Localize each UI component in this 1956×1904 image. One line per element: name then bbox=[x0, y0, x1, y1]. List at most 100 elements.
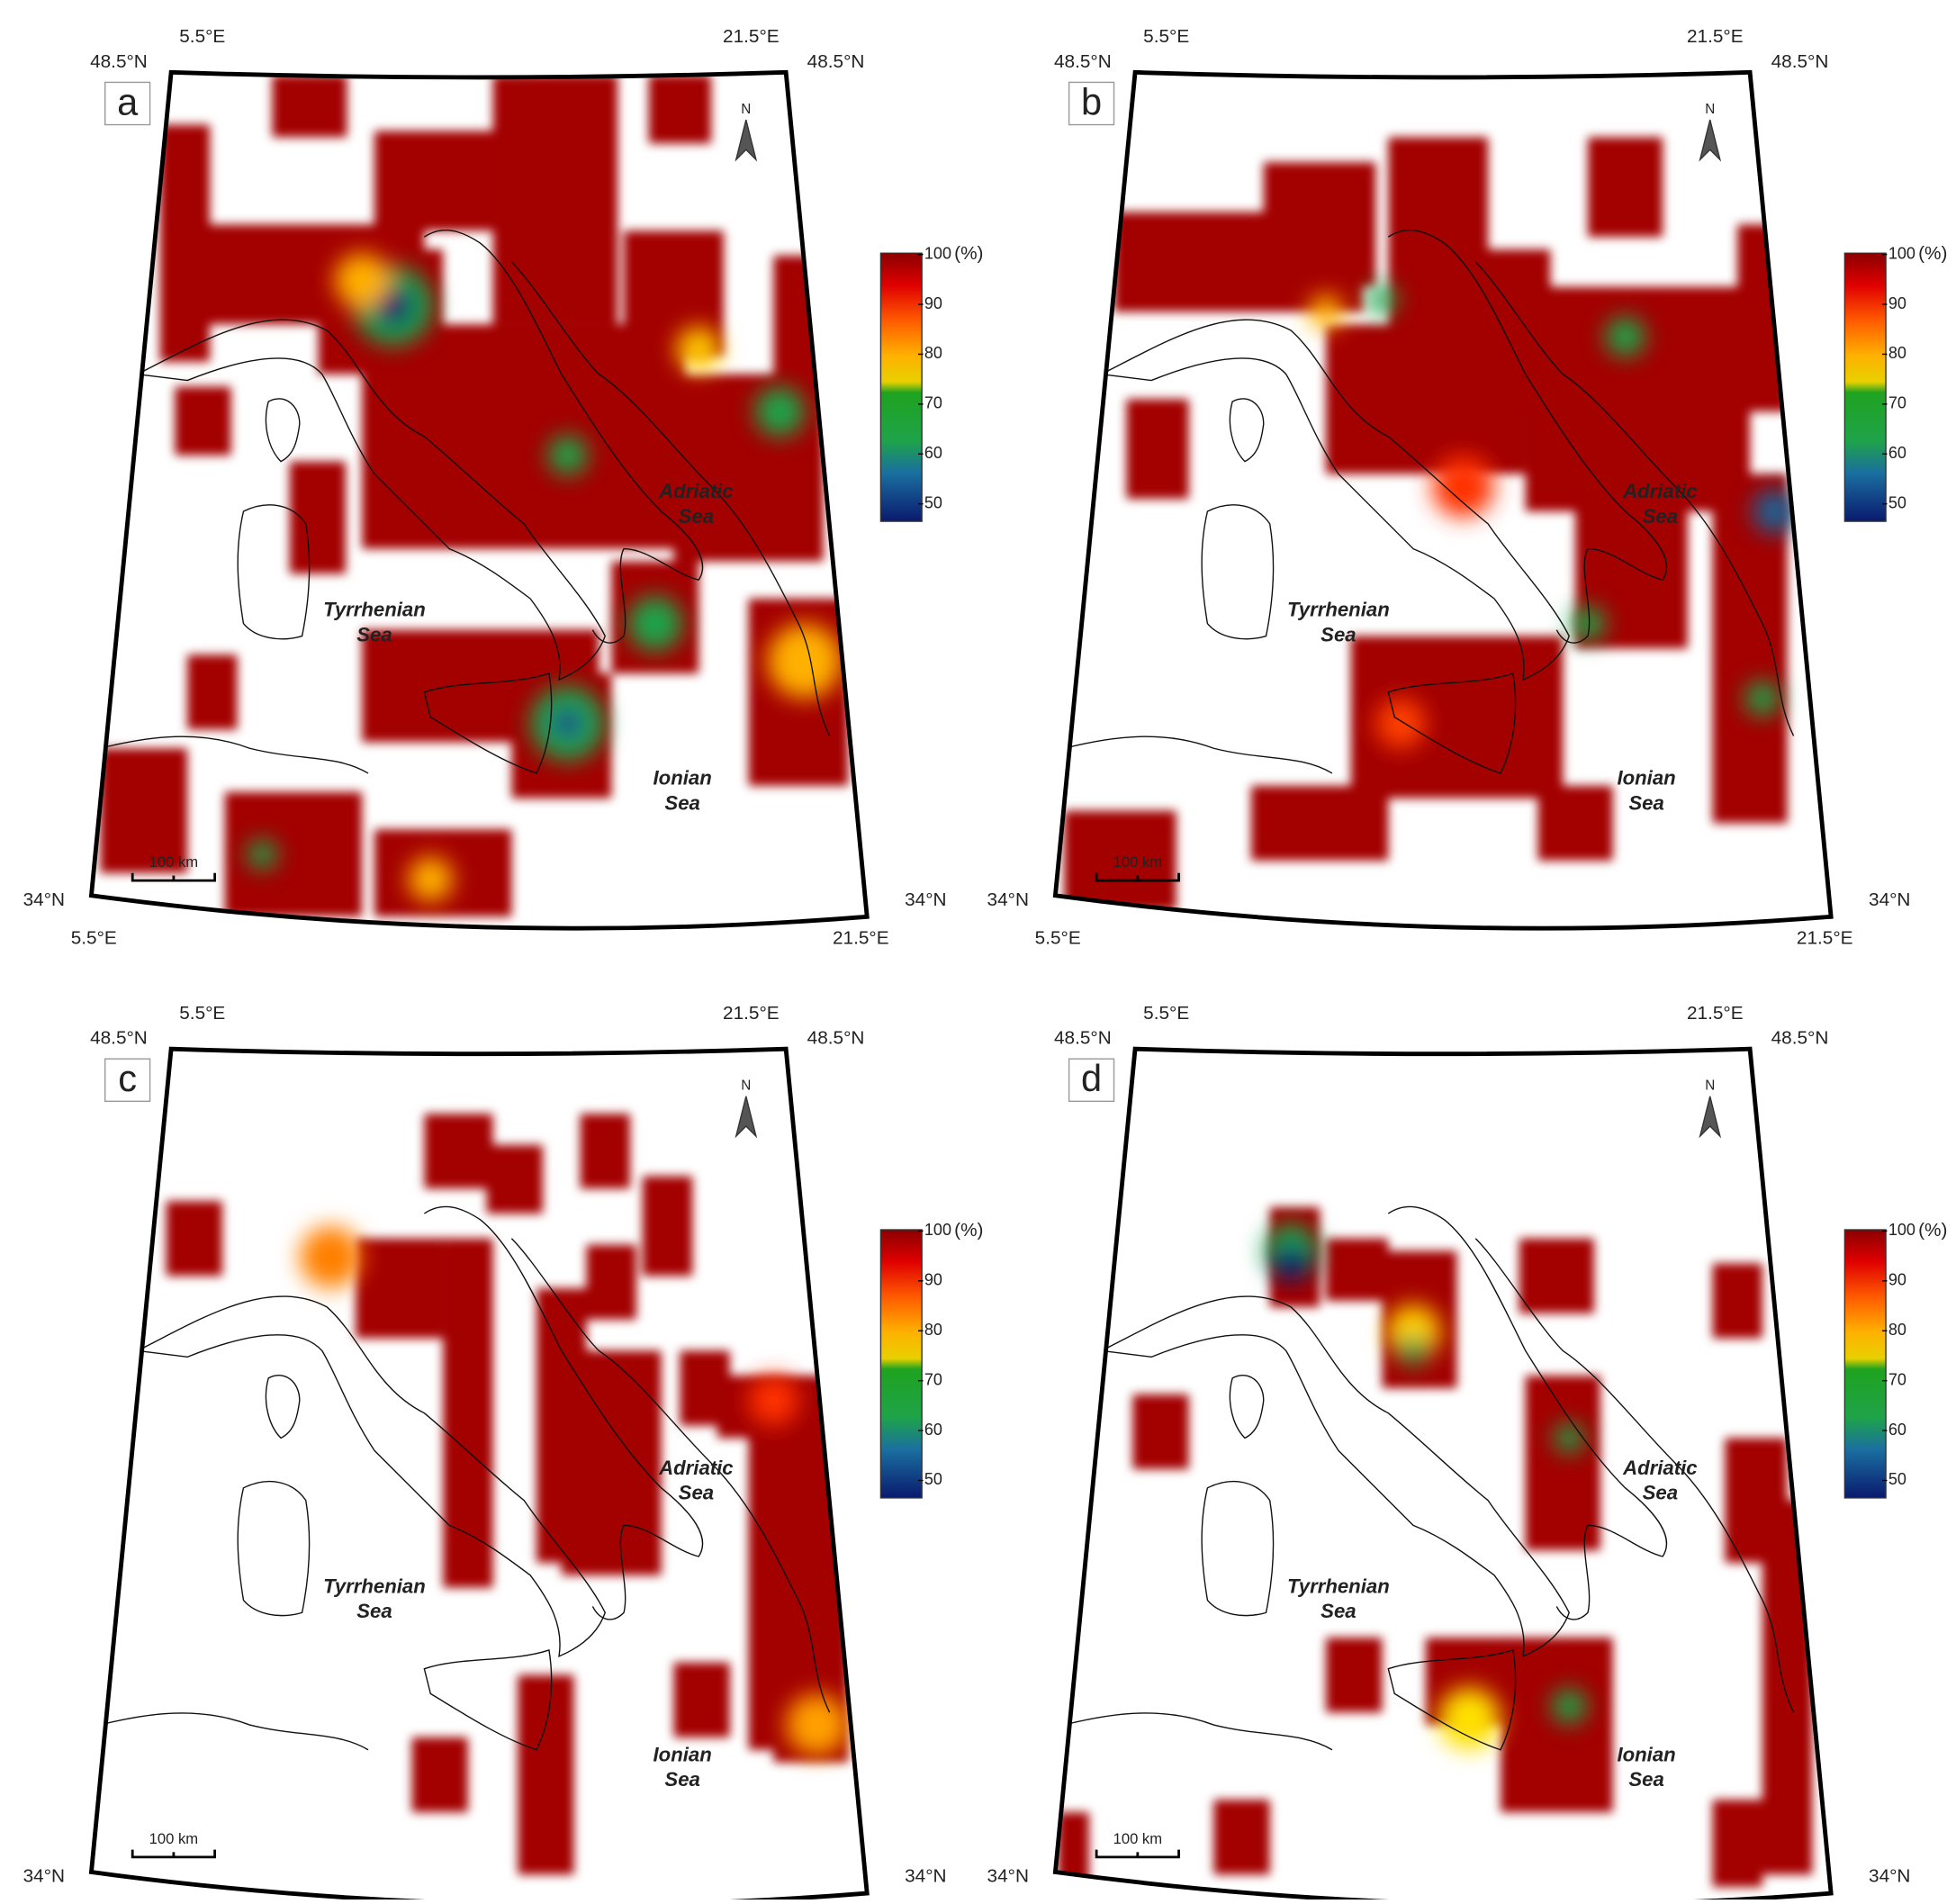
coastline bbox=[99, 735, 369, 774]
coastline bbox=[510, 261, 831, 736]
panel-letter: a bbox=[117, 80, 139, 122]
letter-box bbox=[1068, 81, 1115, 126]
coordinate-label: 34°N bbox=[905, 1866, 946, 1887]
letter-box bbox=[104, 1058, 151, 1103]
heat-cell bbox=[1525, 1376, 1600, 1551]
heat-layer bbox=[100, 75, 849, 917]
heat-cell bbox=[561, 1350, 662, 1575]
colorbar-tick-label: 100 bbox=[1888, 244, 1915, 262]
coordinate-label: 48.5°N bbox=[807, 51, 865, 72]
coordinate-label: 34°N bbox=[23, 1866, 65, 1887]
north-arrow bbox=[1699, 119, 1722, 162]
colorbar-tick-label: 60 bbox=[1888, 1421, 1906, 1439]
sea-label: Ionian bbox=[1617, 1744, 1675, 1766]
heat-cell bbox=[1326, 1238, 1389, 1301]
heat-cell bbox=[1263, 162, 1376, 287]
heat-cell bbox=[224, 791, 363, 917]
coastline bbox=[237, 1481, 311, 1617]
heat-cell bbox=[1064, 810, 1176, 911]
map-area bbox=[99, 1114, 849, 1875]
coastline bbox=[1063, 735, 1333, 774]
scale-bar bbox=[1095, 1849, 1180, 1859]
coordinate-label: 21.5°E bbox=[833, 928, 889, 949]
map-frame bbox=[1052, 1046, 1834, 1904]
coordinate-label: 5.5°E bbox=[179, 1003, 225, 1024]
heat-cell bbox=[100, 748, 188, 873]
coordinate-label: 34°N bbox=[987, 1866, 1029, 1887]
heat-cell bbox=[648, 75, 712, 144]
coastline bbox=[1387, 1205, 1668, 1620]
heat-blob bbox=[1398, 1335, 1429, 1367]
heat-blob bbox=[627, 596, 683, 652]
coordinate-label: 48.5°N bbox=[1054, 1028, 1112, 1049]
panel-letter: b bbox=[1081, 80, 1102, 122]
heat-blob bbox=[767, 623, 843, 699]
heat-cell bbox=[1126, 399, 1189, 500]
panel-letter: c bbox=[118, 1057, 137, 1099]
heat-cell bbox=[486, 1144, 543, 1214]
sea-label: Sea bbox=[664, 1768, 699, 1791]
colorbar-tick-label: 80 bbox=[1888, 1321, 1906, 1339]
heat-cell bbox=[1762, 1500, 1813, 1875]
heat-blob bbox=[1570, 606, 1606, 642]
heat-cell bbox=[642, 1176, 693, 1277]
heat-blob bbox=[1744, 681, 1780, 717]
scale-bar bbox=[131, 872, 217, 882]
coastline bbox=[99, 1712, 369, 1751]
map-frame bbox=[88, 69, 870, 931]
map-area bbox=[99, 75, 849, 917]
heat-cell bbox=[1213, 1800, 1270, 1875]
coordinate-label: 5.5°E bbox=[179, 26, 225, 47]
coordinate-label: 5.5°E bbox=[71, 928, 117, 949]
coordinate-label: 21.5°E bbox=[1687, 1003, 1744, 1024]
map-area bbox=[1058, 1205, 1813, 1888]
heat-blob bbox=[247, 839, 277, 870]
sea-label: Sea bbox=[1643, 505, 1678, 528]
coordinate-label: 48.5°N bbox=[807, 1028, 865, 1049]
colorbar-tick-label: 70 bbox=[924, 1370, 942, 1388]
heat-cell bbox=[1132, 1394, 1189, 1470]
north-label: N bbox=[741, 1078, 751, 1094]
heat-cell bbox=[1712, 1263, 1762, 1339]
colorbar-tick-label: 90 bbox=[1888, 294, 1906, 312]
colorbar-unit: (%) bbox=[954, 1220, 983, 1241]
heat-cell bbox=[580, 1114, 630, 1189]
colorbar-tick-label: 80 bbox=[924, 344, 942, 362]
heat-cell bbox=[1587, 137, 1663, 238]
colorbar-tick-label: 60 bbox=[1888, 444, 1906, 462]
heat-cell bbox=[492, 75, 618, 325]
sea-label: Ionian bbox=[654, 1744, 712, 1766]
coordinate-label: 34°N bbox=[1869, 1866, 1910, 1887]
scale-label: 100 km bbox=[1113, 1830, 1162, 1847]
colorbar bbox=[1843, 1229, 1887, 1499]
letter-box bbox=[104, 81, 151, 126]
north-arrow bbox=[735, 119, 758, 162]
sea-label: Sea bbox=[1321, 623, 1356, 645]
heat-highlights bbox=[1308, 284, 1798, 749]
heat-cell bbox=[1537, 785, 1613, 861]
panel-letter: d bbox=[1081, 1057, 1102, 1099]
heat-cell bbox=[518, 1674, 574, 1875]
map-frame bbox=[88, 1046, 870, 1904]
sea-label: Ionian bbox=[654, 767, 712, 790]
heat-blob bbox=[299, 1225, 363, 1289]
colorbar-tick-label: 70 bbox=[1888, 394, 1906, 412]
coastline bbox=[1474, 261, 1795, 736]
coordinate-label: 5.5°E bbox=[1143, 1003, 1189, 1024]
scale-label: 100 km bbox=[149, 1830, 198, 1847]
map-area bbox=[1063, 137, 1798, 911]
sea-label: Sea bbox=[1643, 1482, 1678, 1504]
colorbar-tick-label: 80 bbox=[924, 1321, 942, 1339]
coastline bbox=[1229, 398, 1265, 463]
colorbar-tick-label: 50 bbox=[924, 493, 942, 511]
coastline bbox=[1101, 319, 1570, 681]
north-label: N bbox=[741, 102, 751, 117]
heat-blob bbox=[1752, 489, 1798, 534]
heat-cell bbox=[166, 1201, 222, 1277]
north-arrow bbox=[735, 1096, 758, 1139]
coordinate-label: 48.5°N bbox=[1771, 1028, 1829, 1049]
heat-cell bbox=[411, 1737, 468, 1813]
scale-bar bbox=[131, 1849, 217, 1859]
colorbar-tick-label: 50 bbox=[1888, 493, 1906, 511]
